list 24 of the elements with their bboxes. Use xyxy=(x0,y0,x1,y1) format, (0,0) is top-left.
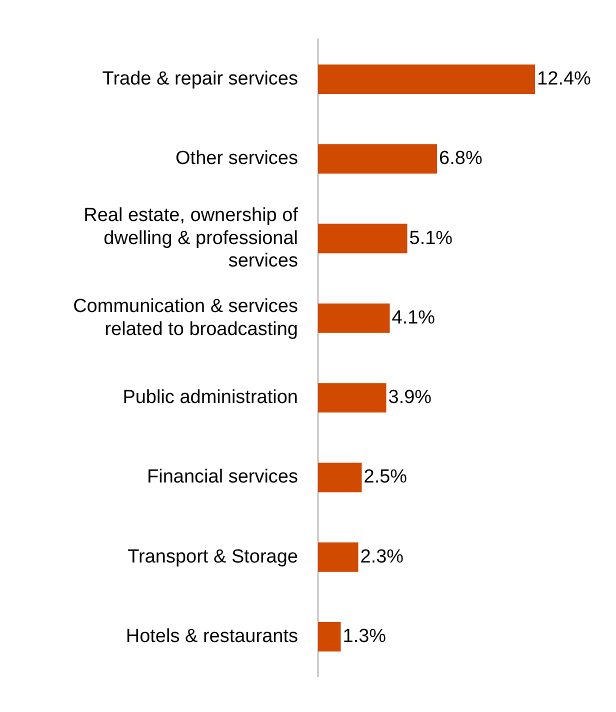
data-label: 1.3% xyxy=(342,626,386,648)
y-tick-label: Other services xyxy=(176,148,298,170)
y-tick-label: Trade & repair services xyxy=(102,68,298,90)
y-tick-label: Real estate, ownership of dwelling & professional services xyxy=(84,204,299,272)
bar xyxy=(318,224,408,254)
bar xyxy=(318,64,536,94)
data-label: 3.9% xyxy=(388,387,432,408)
data-label: 6.8% xyxy=(439,148,482,170)
y-tick-label: Transport & Storage xyxy=(128,546,298,568)
bar xyxy=(318,462,362,492)
data-label: 12.4% xyxy=(537,68,592,90)
y-tick-label: Financial services xyxy=(147,466,298,488)
y-tick-label: Public administration xyxy=(122,387,298,408)
bar xyxy=(318,622,341,652)
data-label: 4.1% xyxy=(392,307,436,328)
data-label: 5.1% xyxy=(409,228,453,249)
data-label: 2.3% xyxy=(360,546,404,568)
bar xyxy=(318,144,438,174)
y-tick-label: Hotels & restaurants xyxy=(126,626,298,648)
bar xyxy=(318,542,358,572)
data-label: 2.5% xyxy=(364,466,408,488)
y-tick-label: Communication & services related to broadcasting xyxy=(73,296,298,340)
bar xyxy=(318,303,390,333)
bar xyxy=(318,383,386,413)
